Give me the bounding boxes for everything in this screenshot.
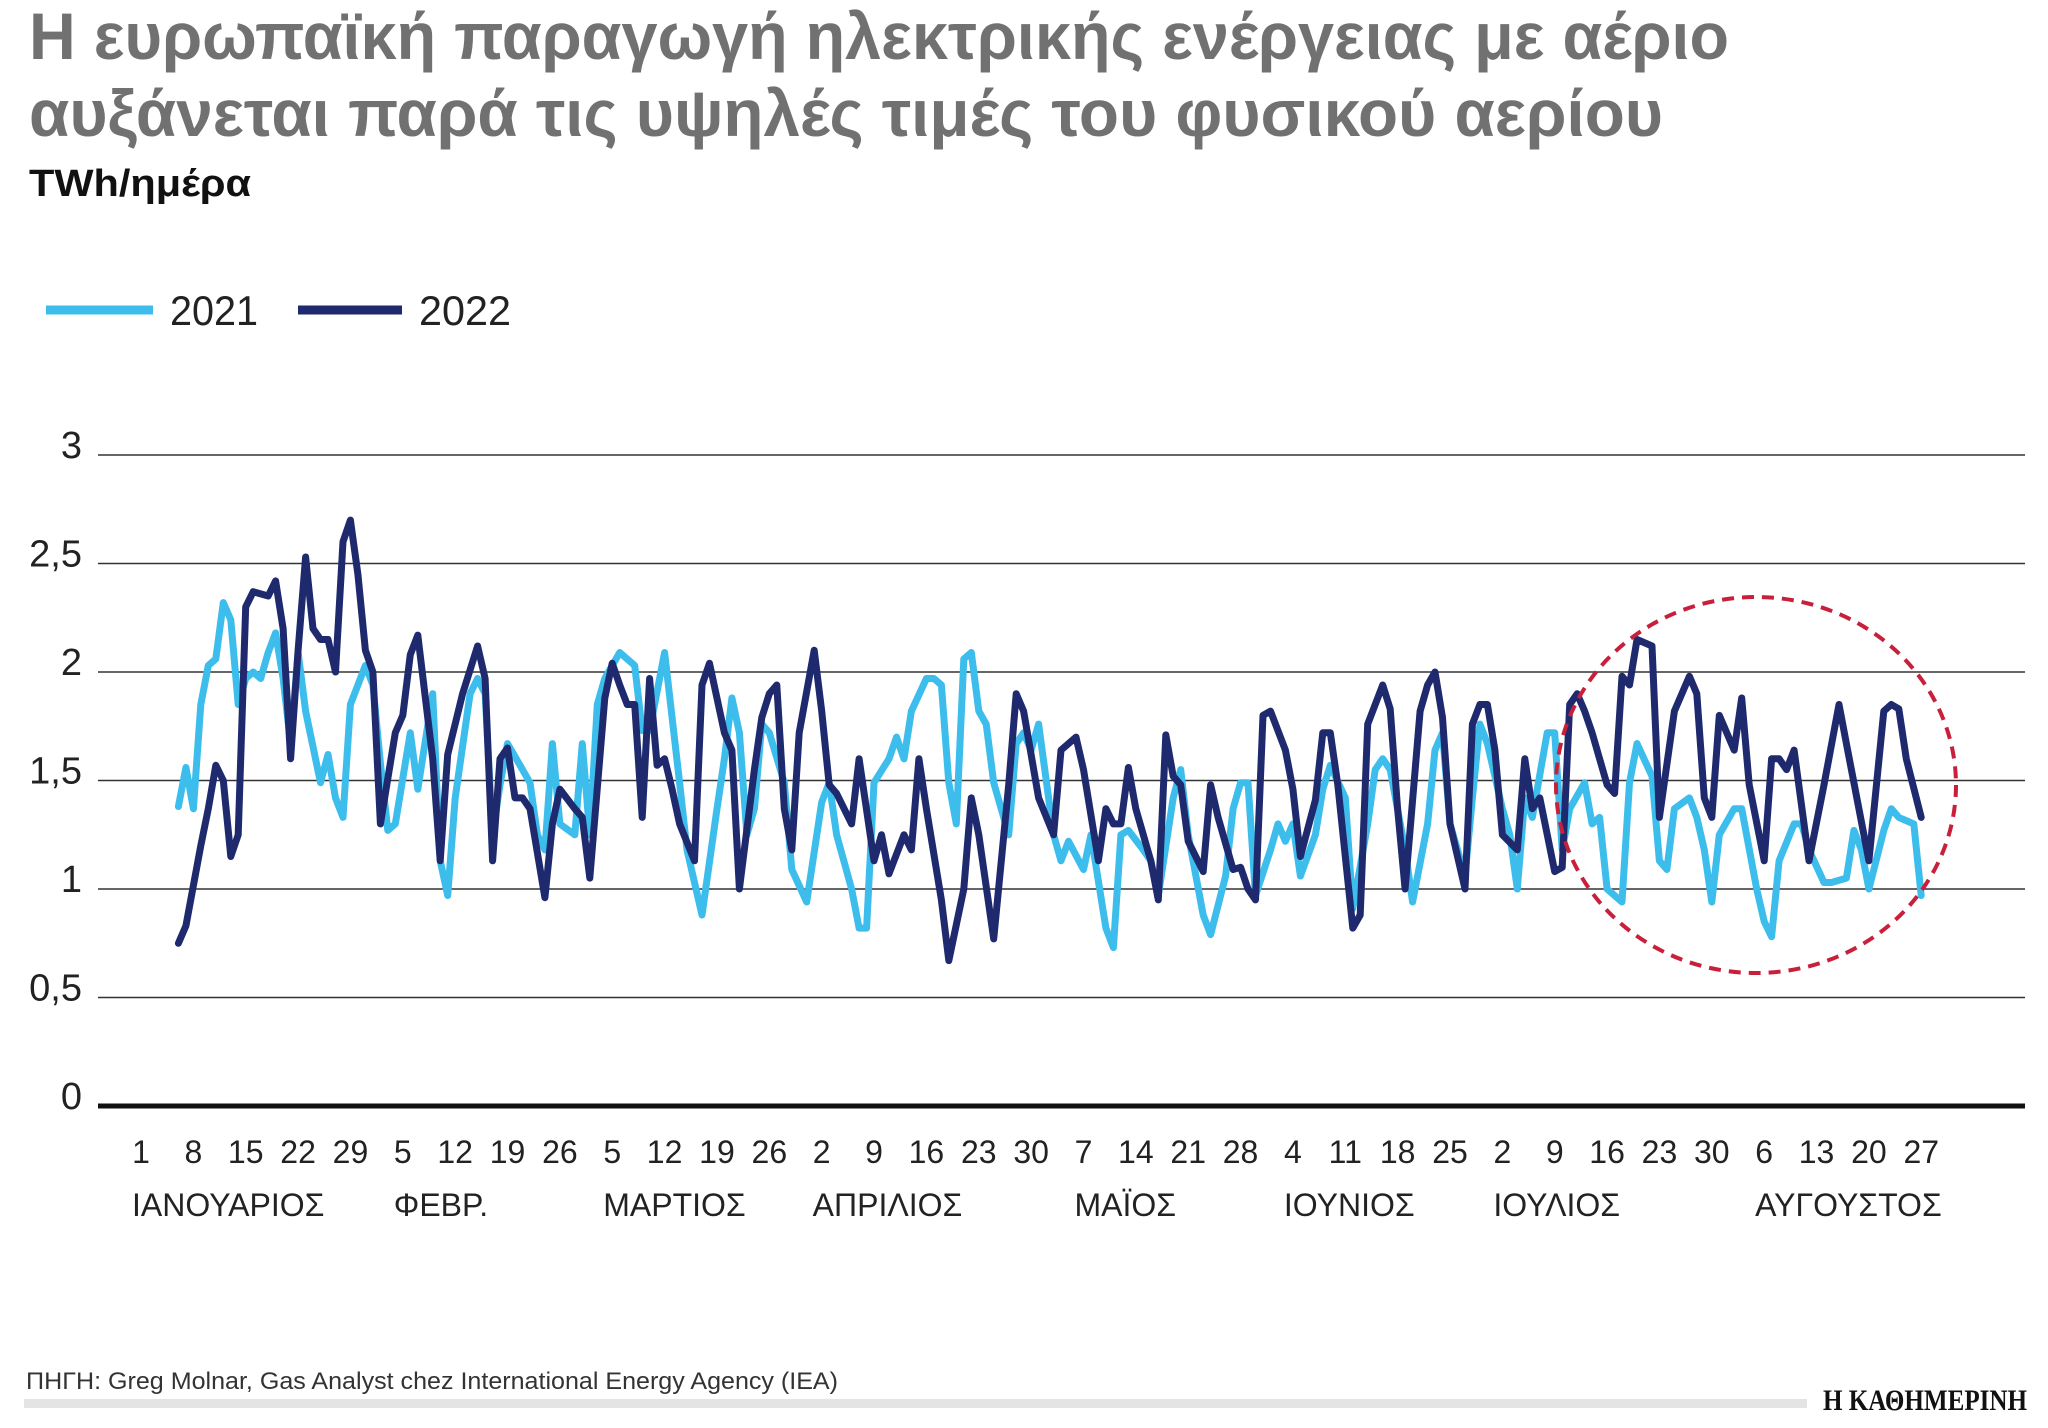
x-tick-label: 18 xyxy=(1380,1134,1416,1170)
month-label: ΜΑΪΟΣ xyxy=(1074,1187,1176,1223)
x-tick-label: 21 xyxy=(1170,1134,1206,1170)
y-tick-label: 0 xyxy=(61,1076,82,1118)
series-lines xyxy=(174,516,1925,965)
month-label: ΙΟΥΝΙΟΣ xyxy=(1284,1187,1415,1223)
chart-title-line-1: Η ευρωπαϊκή παραγωγή ηλεκτρικής ενέργεια… xyxy=(29,0,1729,73)
x-tick-label: 9 xyxy=(1546,1134,1564,1170)
y-tick-label: 2,5 xyxy=(29,534,82,576)
x-tick-label: 29 xyxy=(333,1134,369,1170)
x-tick-label: 19 xyxy=(699,1134,735,1170)
x-tick-label: 30 xyxy=(1694,1134,1730,1170)
source-note: ΠΗΓΗ: Greg Molnar, Gas Analyst chez Inte… xyxy=(26,1368,838,1395)
x-tick-label: 1 xyxy=(132,1134,150,1170)
x-tick-label: 11 xyxy=(1329,1134,1362,1170)
x-tick-label: 12 xyxy=(647,1134,683,1170)
x-tick-label: 20 xyxy=(1851,1134,1887,1170)
x-tick-label: 25 xyxy=(1432,1134,1468,1170)
x-tick-label: 13 xyxy=(1799,1134,1835,1170)
x-tick-label: 23 xyxy=(961,1134,997,1170)
month-label: ΑΥΓΟΥΣΤΟΣ xyxy=(1755,1187,1942,1223)
month-label: ΙΟΥΛΙΟΣ xyxy=(1493,1187,1620,1223)
month-label: ΑΠΡΙΛΙΟΣ xyxy=(813,1187,963,1223)
x-tick-label: 22 xyxy=(280,1134,316,1170)
series-line-2022 xyxy=(174,516,1925,965)
x-tick-label: 7 xyxy=(1075,1134,1093,1170)
footer-bar xyxy=(24,1399,1807,1408)
legend-label-2022: 2022 xyxy=(419,287,511,334)
x-tick-label: 16 xyxy=(1589,1134,1625,1170)
x-tick-label: 23 xyxy=(1642,1134,1678,1170)
x-tick-label: 9 xyxy=(865,1134,883,1170)
x-tick-label: 14 xyxy=(1118,1134,1154,1170)
x-tick-label: 26 xyxy=(752,1134,788,1170)
x-tick-label: 5 xyxy=(394,1134,412,1170)
x-tick-label: 4 xyxy=(1284,1134,1302,1170)
y-tick-label: 3 xyxy=(61,425,82,467)
gridlines xyxy=(98,454,2025,1109)
y-axis-unit-label: TWh/ημέρα xyxy=(29,163,251,205)
y-axis-ticks: 0 0,5 1 1,5 2 2,5 3 xyxy=(29,425,82,1118)
y-tick-label: 0,5 xyxy=(29,968,82,1010)
x-tick-label: 2 xyxy=(1493,1134,1511,1170)
x-tick-label: 28 xyxy=(1223,1134,1259,1170)
x-tick-label: 27 xyxy=(1903,1134,1939,1170)
x-tick-label: 15 xyxy=(228,1134,264,1170)
x-tick-label: 19 xyxy=(490,1134,526,1170)
chart-title-line-2: αυξάνεται παρά τις υψηλές τιμές του φυσι… xyxy=(29,76,1663,150)
highlight-ellipse-annotation xyxy=(1554,595,1958,975)
x-tick-label: 6 xyxy=(1755,1134,1773,1170)
x-tick-label: 12 xyxy=(437,1134,473,1170)
x-tick-label: 26 xyxy=(542,1134,578,1170)
x-tick-label: 2 xyxy=(813,1134,831,1170)
legend: 2021 2022 xyxy=(46,287,511,334)
x-axis-month-labels: ΙΑΝΟΥΑΡΙΟΣ ΦΕΒΡ. ΜΑΡΤΙΟΣ ΑΠΡΙΛΙΟΣ ΜΑΪΟΣ ΙΟΥΝΙ… xyxy=(132,1187,1942,1223)
y-tick-label: 1,5 xyxy=(29,751,82,793)
y-tick-label: 1 xyxy=(61,859,82,901)
x-tick-label: 30 xyxy=(1013,1134,1049,1170)
month-label: ΙΑΝΟΥΑΡΙΟΣ xyxy=(132,1187,324,1223)
x-axis-ticks: 1 8 15 22 29 5 12 19 26 5 12 19 26 2 9 16 23 30 7 14 21 28 4 11… xyxy=(132,1134,1939,1170)
x-tick-label: 16 xyxy=(909,1134,945,1170)
x-tick-label: 5 xyxy=(603,1134,621,1170)
month-label: ΜΑΡΤΙΟΣ xyxy=(603,1187,745,1223)
x-tick-label: 8 xyxy=(184,1134,202,1170)
legend-label-2021: 2021 xyxy=(170,287,258,334)
month-label: ΦΕΒΡ. xyxy=(394,1187,488,1223)
publisher-logo: Η ΚΑΘΗΜΕΡΙΝΗ xyxy=(1823,1384,2027,1417)
y-tick-label: 2 xyxy=(61,642,82,684)
